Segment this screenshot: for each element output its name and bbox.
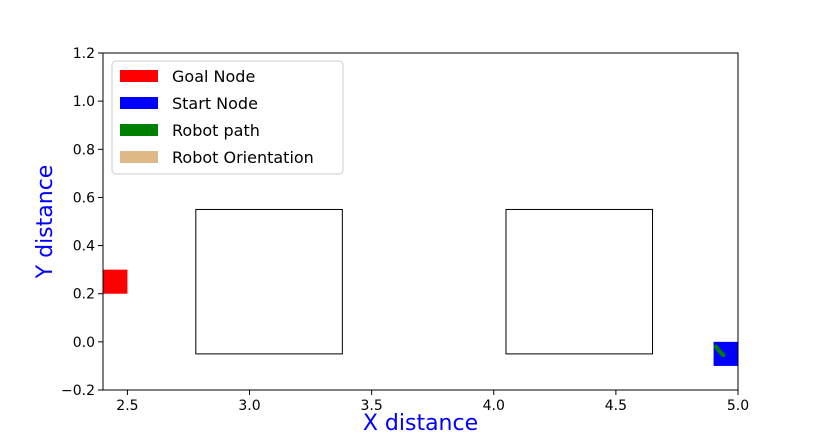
legend-swatch (120, 70, 158, 82)
legend-swatch (120, 124, 158, 136)
legend-swatch (120, 97, 158, 109)
plot-area (103, 208, 738, 366)
legend: Goal Node Start Node Robot path Robot Orien… (111, 60, 344, 175)
y-axis: 1.2 1.0 0.8 0.6 0.4 0.2 0.0 −0.2 (61, 46, 103, 399)
obstacle-2 (505, 208, 654, 355)
y-tick-label: 1.0 (73, 94, 95, 110)
legend-label: Start Node (172, 94, 258, 113)
x-tick-label: 3.5 (361, 398, 383, 414)
y-tick-label: 0.2 (73, 287, 95, 303)
legend-label: Robot path (172, 121, 260, 140)
y-tick-label: −0.2 (61, 383, 95, 399)
legend-box (111, 60, 344, 175)
legend-label: Goal Node (172, 67, 255, 86)
x-tick-label: 5.0 (727, 398, 749, 414)
legend-label: Robot Orientation (172, 148, 314, 167)
plot-layer (103, 208, 738, 366)
x-tick-label: 3.0 (238, 398, 260, 414)
y-tick-label: 0.8 (73, 142, 95, 158)
y-tick-label: 1.2 (73, 46, 95, 62)
goal-node (103, 269, 128, 294)
x-tick-label: 2.5 (116, 398, 138, 414)
x-tick-label: 4.5 (605, 398, 627, 414)
y-tick-label: 0.0 (73, 335, 95, 351)
x-axis: 2.5 3.0 3.5 4.0 4.5 5.0 (116, 390, 749, 414)
y-axis-title: Y distance (33, 165, 58, 280)
obstacle-1 (195, 208, 343, 355)
y-tick-label: 0.6 (73, 190, 95, 206)
robot-path (714, 344, 726, 358)
plot-frame (102, 52, 739, 391)
x-tick-label: 4.0 (483, 398, 505, 414)
legend-swatch (120, 151, 158, 163)
y-tick-label: 0.4 (73, 239, 95, 255)
x-axis-title: X distance (363, 411, 478, 436)
